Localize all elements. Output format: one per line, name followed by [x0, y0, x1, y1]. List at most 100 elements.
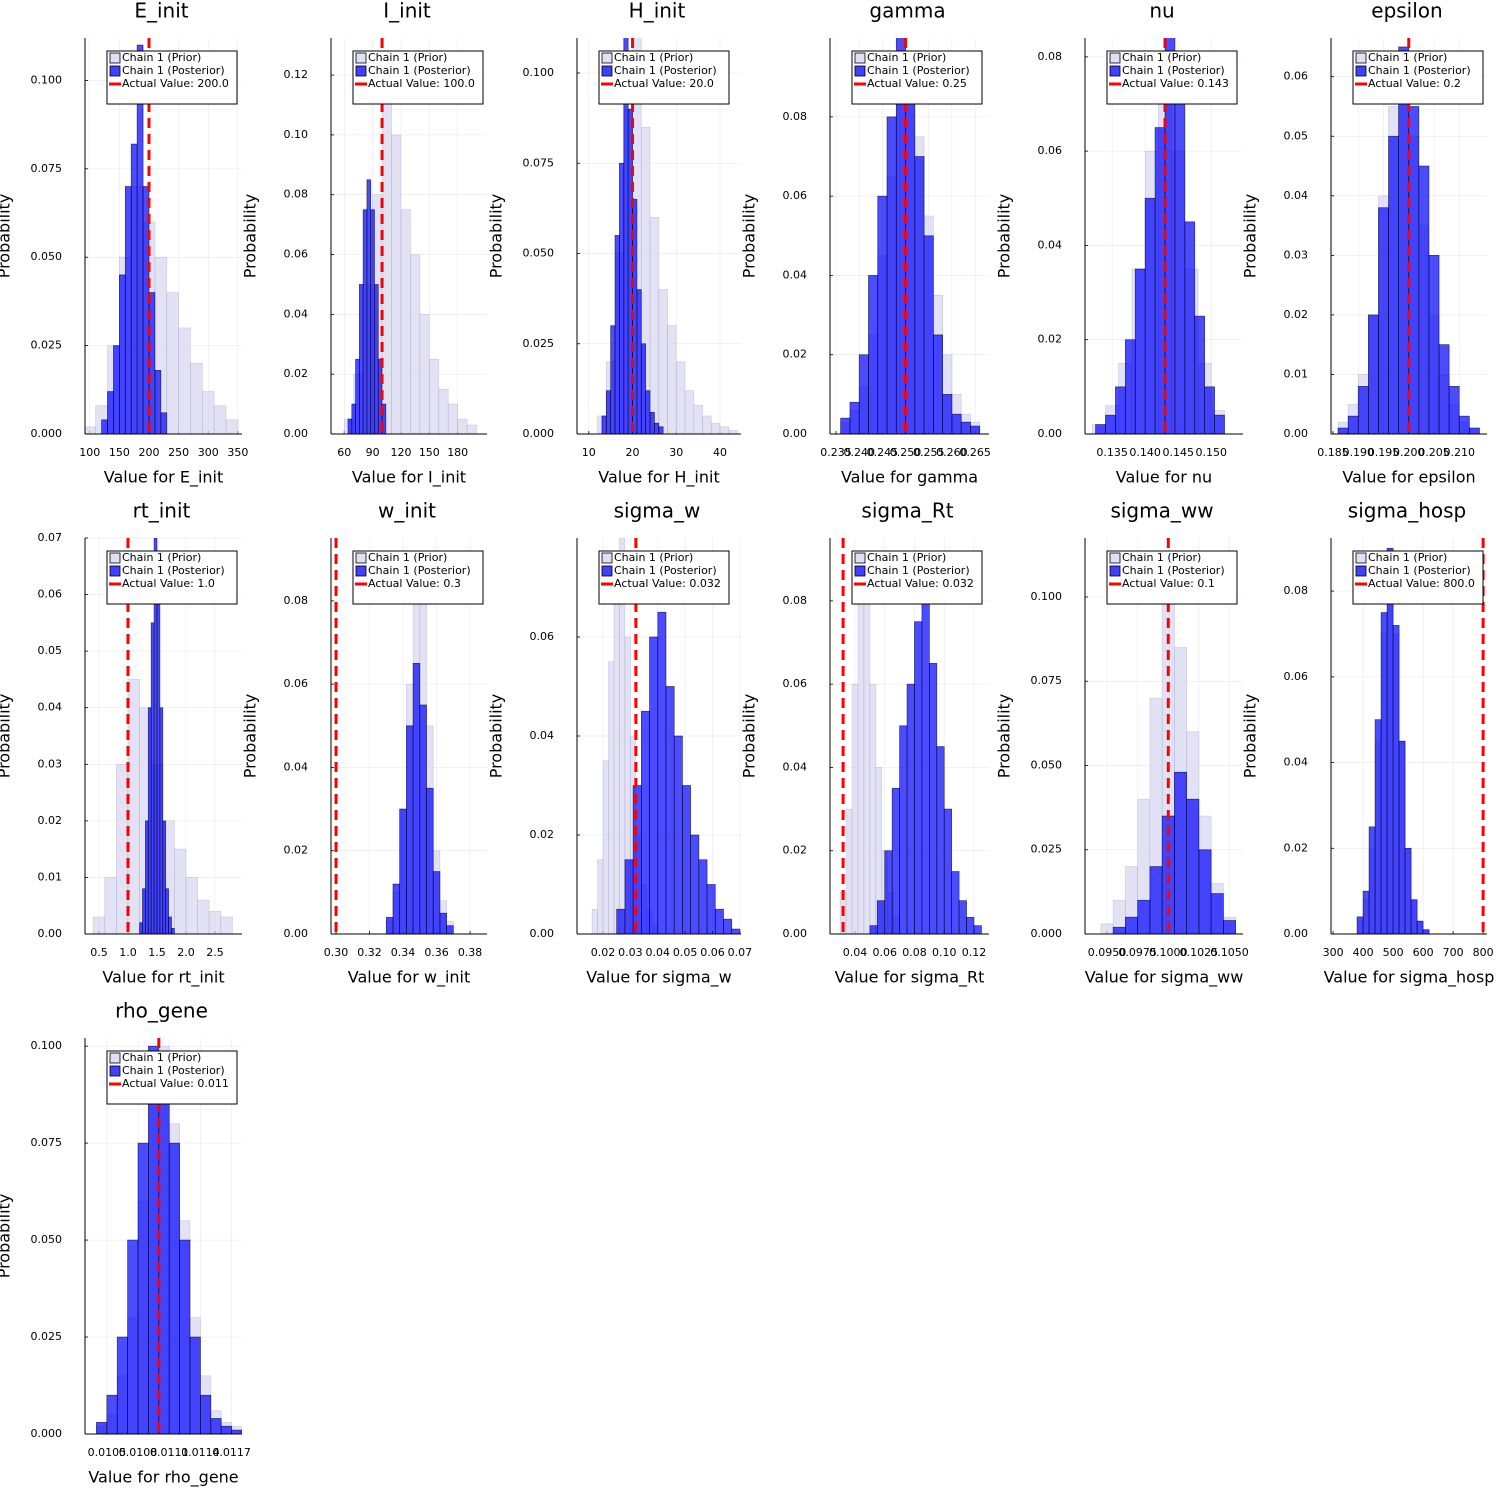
posterior-bar: [137, 1142, 149, 1434]
legend-box: [598, 50, 730, 105]
posterior-bar: [145, 820, 149, 934]
prior-bar: [597, 859, 604, 934]
y-tick-label: 0.05: [38, 644, 63, 657]
x-tick-label: 0.32: [357, 946, 382, 959]
x-axis-label: Value for sigma_w: [586, 968, 732, 988]
x-tick-label: 0.150: [1196, 446, 1228, 459]
panel: 10 20 30 40 0.000 0.025 0.050 0.075 0.100 H_init V…: [487, 0, 741, 488]
posterior-bar: [891, 787, 900, 934]
legend-label: Chain 1 (Prior): [614, 51, 693, 64]
x-tick-label: 0.0950: [1088, 946, 1127, 959]
posterior-bar: [1095, 424, 1106, 434]
legend-box: [352, 50, 484, 105]
posterior-bar: [432, 871, 441, 934]
posterior-bar: [392, 883, 401, 934]
posterior-bar: [130, 143, 138, 434]
x-tick-label: 0.135: [1096, 446, 1128, 459]
posterior-bar: [1174, 103, 1186, 434]
y-axis-label: Probability: [241, 194, 260, 279]
prior-bar: [166, 292, 179, 434]
prior-bar: [702, 415, 712, 434]
y-axis-label: Probability: [0, 1194, 14, 1279]
posterior-bar: [347, 418, 353, 434]
prior-bar: [190, 362, 203, 434]
posterior-bar: [958, 900, 967, 934]
x-tick-label: 1.5: [148, 946, 166, 959]
bars: [96, 1038, 242, 1434]
posterior-bar: [426, 787, 434, 934]
legend-label: Chain 1 (Prior): [867, 51, 946, 64]
x-tick-label: 0.1050: [1210, 946, 1249, 959]
posterior-bar: [96, 1422, 108, 1434]
bars: [343, 38, 477, 434]
legend-label: Chain 1 (Posterior): [1122, 64, 1225, 77]
posterior-bar: [1428, 255, 1440, 434]
chart-title: epsilon: [1371, 0, 1442, 23]
posterior-bar: [1418, 165, 1430, 434]
posterior-bar: [1380, 612, 1388, 934]
prior-bar: [851, 683, 859, 934]
prior-bar: [127, 679, 140, 934]
x-tick-label: 0.200: [1393, 446, 1425, 459]
x-tick-label: 250: [168, 446, 189, 459]
legend-swatch: [109, 1065, 121, 1077]
legend-swatch: [355, 52, 367, 64]
posterior-bar: [624, 859, 634, 934]
y-tick-label: 0.00: [1038, 427, 1063, 440]
x-axis-label: Value for E_init: [104, 468, 224, 488]
posterior-bar: [366, 179, 372, 434]
panel: 0.5 1.0 1.5 2.0 2.5 0.00 0.01 0.02 0.03 0.04 0.05 0…: [0, 499, 242, 988]
posterior-bar: [113, 345, 120, 434]
x-tick-label: 0.235: [820, 446, 852, 459]
chart-title: gamma: [869, 0, 945, 23]
chart-title: sigma_Rt: [861, 499, 953, 523]
posterior-bar: [943, 808, 953, 934]
prior-bar: [447, 403, 459, 434]
posterior-bar: [160, 412, 168, 434]
x-tick-label: 0.0111: [150, 1446, 189, 1459]
y-axis-label: Probability: [0, 194, 14, 279]
posterior-bar: [1223, 920, 1237, 934]
prior-bar: [457, 418, 468, 434]
posterior-bar: [1337, 427, 1349, 434]
prior-bar: [608, 661, 615, 934]
posterior-bar: [1392, 625, 1400, 934]
legend-swatch: [355, 552, 367, 564]
legend-swatch: [355, 565, 367, 577]
y-tick-label: 0.06: [783, 677, 808, 690]
x-tick-label: 0.07: [728, 946, 753, 959]
y-tick-label: 0.04: [284, 760, 309, 773]
posterior-bar: [1416, 920, 1424, 934]
y-tick-label: 0.01: [1284, 367, 1309, 380]
legend-swatch: [1355, 65, 1367, 77]
prior-bar: [869, 683, 877, 934]
y-tick-label: 0.100: [523, 66, 555, 79]
bars: [1337, 38, 1480, 434]
posterior-bar: [876, 900, 886, 934]
x-axis-label: Value for rho_gene: [88, 1468, 238, 1488]
legend-label: Chain 1 (Prior): [867, 551, 946, 564]
posterior-bar: [1422, 929, 1430, 934]
legend-swatch: [1355, 552, 1367, 564]
prior-bar: [104, 877, 117, 934]
y-tick-label: 0.050: [523, 247, 555, 260]
posterior-bar: [723, 918, 733, 934]
x-tick-label: 0.0114: [181, 1446, 220, 1459]
posterior-bar: [355, 358, 360, 434]
posterior-bar: [1374, 719, 1382, 934]
legend-swatch: [1109, 552, 1121, 564]
x-tick-label: 0.06: [700, 946, 725, 959]
y-tick-label: 0.02: [530, 828, 555, 841]
posterior-bar: [101, 419, 108, 434]
y-tick-label: 0.03: [1284, 248, 1309, 261]
posterior-bar: [406, 725, 414, 934]
y-tick-label: 0.07: [38, 531, 63, 544]
x-tick-label: 0.145: [1162, 446, 1194, 459]
chart-title: nu: [1149, 0, 1174, 23]
posterior-bar: [220, 1425, 232, 1434]
chart-title: I_init: [383, 0, 431, 23]
x-tick-label: 0.265: [959, 446, 991, 459]
chart-title: E_init: [134, 0, 188, 23]
legend-swatch: [1109, 65, 1121, 77]
posterior-bar: [619, 162, 625, 434]
